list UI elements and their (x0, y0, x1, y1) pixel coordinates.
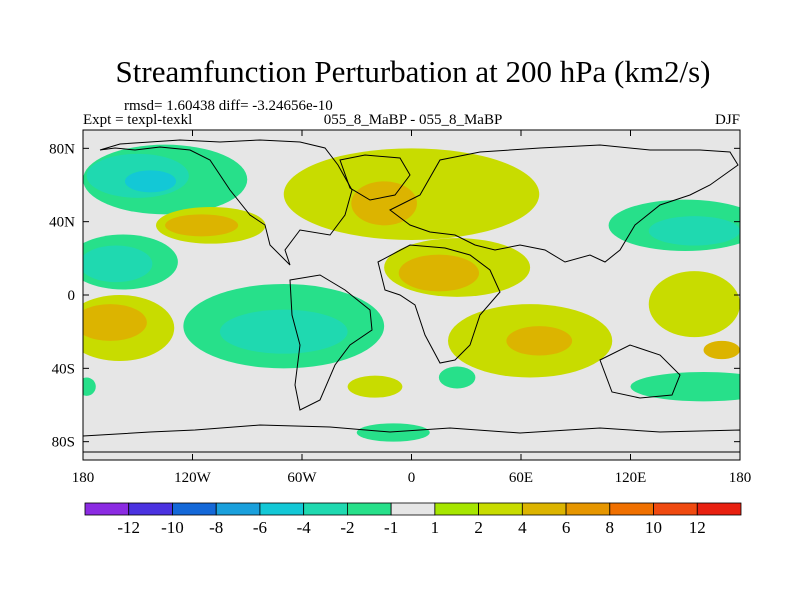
colorbar-label: 8 (606, 518, 615, 537)
x-tick-label: 180 (729, 470, 752, 486)
colorbar-swatch (696, 502, 742, 516)
colorbar-swatch (128, 502, 173, 516)
chart-title: Streamfunction Perturbation at 200 hPa (… (116, 54, 711, 89)
north-america-outline (99, 139, 353, 266)
colorbar-swatch (653, 502, 698, 516)
colorbar-label: 4 (518, 518, 527, 537)
colorbar-swatch (390, 502, 436, 516)
colorbar-swatch (478, 502, 523, 516)
colorbar-swatch (565, 502, 611, 516)
contour-fill-npac-pos (165, 214, 239, 237)
x-tick-label: 120W (174, 470, 212, 486)
colorbar-label: 2 (474, 518, 483, 537)
season-label: DJF (715, 112, 740, 128)
contour-fill-w-neg-edge (83, 377, 96, 396)
x-tick-label: 120E (615, 470, 647, 486)
y-axis: 80N 40N 0 40S 80S (49, 141, 740, 451)
colorbar-label: -1 (384, 518, 398, 537)
contour-fill-sio-pos (347, 375, 403, 398)
continent-outlines (83, 139, 740, 453)
antarctica-outline (83, 424, 740, 453)
contour-fill-sa-neg (219, 309, 348, 354)
contour-fill-npac-neg-core (124, 170, 177, 193)
colorbar-swatch (521, 502, 567, 516)
x-tick-label: 60E (509, 470, 533, 486)
contour-fill-wpac-neg (648, 216, 740, 246)
colorbar-label: 12 (689, 518, 706, 537)
australia-outline (599, 344, 681, 399)
colorbar-swatch (303, 502, 348, 516)
colorbar: -12 -10 -8 -6 -4 -2 -1 1 2 4 6 8 10 12 (84, 502, 742, 537)
colorbar-label: -2 (340, 518, 354, 537)
africa-outline (377, 244, 501, 364)
colorbar-swatch (609, 502, 654, 516)
colorbar-label: -10 (161, 518, 184, 537)
contour-fill-spac-neg (630, 372, 740, 402)
contour-fill-africa-pos (398, 254, 480, 292)
y-tick-label: 40N (49, 215, 75, 231)
y-tick-label: 80S (52, 435, 75, 451)
contour-fill-eurasia-pos (351, 181, 417, 226)
contour-fills (83, 144, 740, 442)
colorbar-swatch (84, 502, 130, 516)
colorbar-swatch (346, 502, 392, 516)
contour-fill-aus-pos-inner (703, 340, 740, 360)
contour-fill-sam-neg-small (438, 366, 476, 389)
colorbar-label: 6 (562, 518, 571, 537)
contour-fill-aus-pos (648, 271, 740, 338)
run-label: 055_8_MaBP - 055_8_MaBP (324, 112, 503, 128)
contour-fill-io-pos (506, 326, 573, 356)
colorbar-label: -8 (209, 518, 223, 537)
y-tick-label: 40S (52, 361, 75, 377)
colorbar-swatch (434, 502, 480, 516)
contour-fill-spac-pos (83, 304, 147, 341)
eurasia-outline (389, 144, 739, 263)
south-america-outline (289, 274, 373, 411)
stats-label: rmsd= 1.60438 diff= -3.24656e-10 (124, 98, 333, 114)
x-axis: 180 120W 60W 0 60E 120E 180 (72, 130, 752, 486)
y-tick-label: 0 (68, 288, 76, 304)
colorbar-label: -12 (117, 518, 140, 537)
contour-fill-ant-neg (356, 423, 430, 442)
colorbar-label: -6 (253, 518, 267, 537)
x-tick-label: 180 (72, 470, 95, 486)
colorbar-swatch (259, 502, 305, 516)
colorbar-swatch (172, 502, 217, 516)
greenland-outline (339, 154, 411, 201)
experiment-label: Expt = texpl-texkl (83, 112, 192, 128)
colorbar-label: 10 (645, 518, 662, 537)
colorbar-swatch (215, 502, 261, 516)
colorbar-label: 1 (431, 518, 440, 537)
contour-fill-epac-neg (83, 245, 153, 283)
x-tick-label: 60W (287, 470, 317, 486)
x-tick-label: 0 (408, 470, 416, 486)
y-tick-label: 80N (49, 141, 75, 157)
colorbar-label: -4 (297, 518, 312, 537)
